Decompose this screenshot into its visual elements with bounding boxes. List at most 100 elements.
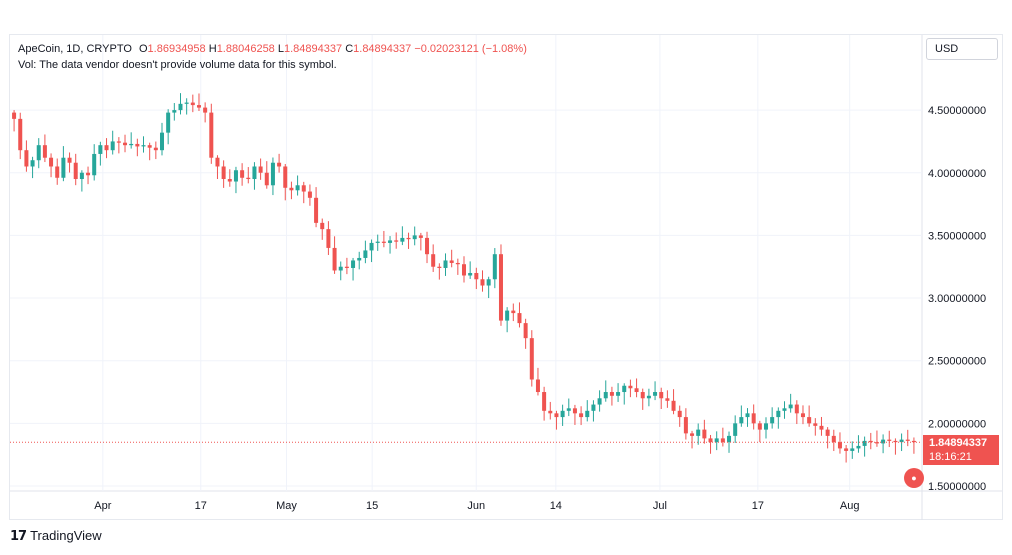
tradingview-brand[interactable]: 𝟭𝟳 TradingView bbox=[10, 528, 102, 544]
candle-up[interactable] bbox=[616, 392, 621, 396]
candle-down[interactable] bbox=[757, 423, 762, 430]
candle-up[interactable] bbox=[233, 170, 238, 182]
candle-up[interactable] bbox=[61, 157, 66, 178]
candle-up[interactable] bbox=[585, 410, 590, 418]
candle-down[interactable] bbox=[332, 247, 337, 271]
candle-down[interactable] bbox=[307, 191, 312, 198]
candle-up[interactable] bbox=[856, 445, 861, 449]
candle-up[interactable] bbox=[79, 172, 84, 180]
candle-down[interactable] bbox=[449, 260, 454, 263]
candle-up[interactable] bbox=[443, 260, 448, 268]
candle-down[interactable] bbox=[67, 157, 72, 163]
candle-up[interactable] bbox=[782, 408, 787, 411]
candle-down[interactable] bbox=[529, 338, 534, 380]
candle-up[interactable] bbox=[338, 266, 343, 271]
candle-down[interactable] bbox=[911, 440, 916, 443]
candle-up[interactable] bbox=[92, 153, 97, 176]
candle-down[interactable] bbox=[720, 438, 725, 443]
candle-down[interactable] bbox=[831, 435, 836, 443]
candle-up[interactable] bbox=[412, 235, 417, 240]
candle-up[interactable] bbox=[739, 417, 744, 424]
candle-down[interactable] bbox=[893, 440, 898, 443]
candle-down[interactable] bbox=[807, 417, 812, 424]
candle-down[interactable] bbox=[12, 112, 17, 119]
candle-up[interactable] bbox=[141, 145, 146, 147]
candle-up[interactable] bbox=[862, 440, 867, 446]
candle-down[interactable] bbox=[628, 385, 633, 389]
candle-down[interactable] bbox=[277, 162, 282, 167]
candle-down[interactable] bbox=[690, 433, 695, 436]
candle-down[interactable] bbox=[289, 187, 294, 191]
candle-down[interactable] bbox=[708, 438, 713, 443]
candle-down[interactable] bbox=[887, 439, 892, 441]
candle-down[interactable] bbox=[523, 323, 528, 339]
candle-down[interactable] bbox=[542, 392, 547, 411]
candle-up[interactable] bbox=[622, 385, 627, 393]
candle-down[interactable] bbox=[480, 279, 485, 286]
candle-down[interactable] bbox=[264, 172, 269, 186]
candle-up[interactable] bbox=[159, 132, 165, 151]
candle-up[interactable] bbox=[597, 398, 602, 405]
candle-down[interactable] bbox=[702, 429, 707, 439]
candle-down[interactable] bbox=[314, 197, 319, 223]
candle-down[interactable] bbox=[18, 118, 23, 151]
candle-up[interactable] bbox=[129, 143, 134, 146]
candles-group[interactable] bbox=[12, 93, 916, 463]
candle-down[interactable] bbox=[203, 107, 208, 113]
candle-down[interactable] bbox=[240, 170, 245, 178]
candle-down[interactable] bbox=[227, 179, 232, 182]
candle-up[interactable] bbox=[486, 279, 491, 286]
candle-down[interactable] bbox=[215, 157, 220, 167]
candle-up[interactable] bbox=[295, 185, 300, 191]
candle-up[interactable] bbox=[776, 410, 781, 418]
candle-down[interactable] bbox=[42, 145, 47, 158]
candle-down[interactable] bbox=[794, 404, 799, 414]
candle-up[interactable] bbox=[850, 448, 855, 451]
candle-up[interactable] bbox=[505, 310, 510, 321]
candle-down[interactable] bbox=[498, 254, 503, 321]
candle-down[interactable] bbox=[283, 166, 288, 188]
candle-down[interactable] bbox=[517, 313, 522, 324]
candle-down[interactable] bbox=[683, 417, 688, 434]
candle-down[interactable] bbox=[135, 143, 140, 147]
candle-up[interactable] bbox=[566, 408, 571, 411]
candle-down[interactable] bbox=[905, 439, 910, 441]
candle-down[interactable] bbox=[381, 241, 386, 243]
candle-up[interactable] bbox=[36, 145, 41, 161]
candle-down[interactable] bbox=[258, 166, 263, 173]
candle-down[interactable] bbox=[511, 310, 516, 314]
candle-down[interactable] bbox=[665, 398, 670, 401]
candle-down[interactable] bbox=[609, 392, 614, 396]
candle-down[interactable] bbox=[301, 185, 306, 192]
candle-down[interactable] bbox=[246, 177, 251, 180]
candle-up[interactable] bbox=[184, 102, 189, 104]
candle-down[interactable] bbox=[837, 442, 842, 449]
candle-down[interactable] bbox=[116, 141, 121, 143]
candle-down[interactable] bbox=[437, 266, 442, 268]
candle-up[interactable] bbox=[388, 240, 393, 243]
candle-up[interactable] bbox=[788, 404, 793, 409]
candle-down[interactable] bbox=[572, 408, 577, 414]
candle-down[interactable] bbox=[751, 413, 756, 424]
candle-down[interactable] bbox=[800, 413, 805, 418]
candle-up[interactable] bbox=[178, 103, 183, 111]
candle-down[interactable] bbox=[659, 392, 664, 399]
candle-up[interactable] bbox=[363, 250, 368, 258]
candle-down[interactable] bbox=[874, 442, 879, 444]
candle-up[interactable] bbox=[560, 410, 565, 418]
candle-up[interactable] bbox=[351, 260, 356, 268]
candle-down[interactable] bbox=[209, 112, 214, 158]
candle-up[interactable] bbox=[727, 435, 732, 443]
candle-up[interactable] bbox=[763, 423, 769, 430]
candle-up[interactable] bbox=[733, 423, 738, 436]
candle-down[interactable] bbox=[86, 172, 91, 176]
candle-down[interactable] bbox=[394, 240, 399, 242]
candle-down[interactable] bbox=[813, 423, 818, 426]
candle-down[interactable] bbox=[221, 166, 226, 180]
candle-up[interactable] bbox=[172, 110, 177, 113]
candle-down[interactable] bbox=[320, 222, 325, 230]
candle-up[interactable] bbox=[603, 392, 608, 399]
symbol-name[interactable]: ApeCoin, 1D, CRYPTO bbox=[18, 43, 132, 55]
candle-down[interactable] bbox=[24, 150, 29, 167]
